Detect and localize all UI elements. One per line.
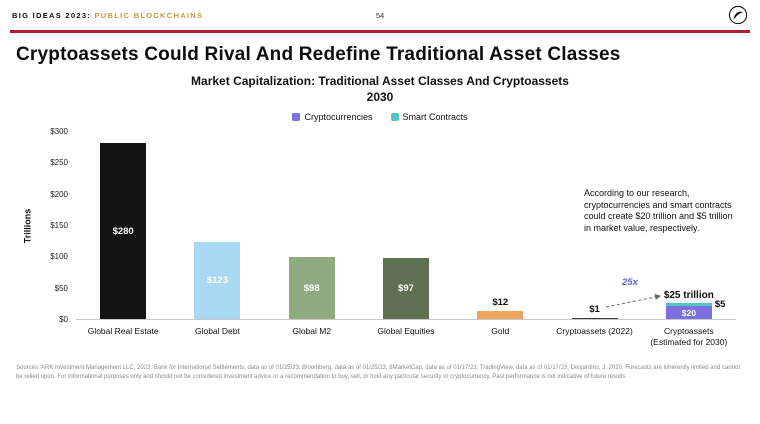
bar-value-label: $123 — [206, 274, 228, 286]
bar-global-real-estate: $280 — [100, 143, 147, 319]
bar-segment-smart-contracts — [665, 303, 712, 307]
y-tick-label: $200 — [50, 189, 68, 199]
bar-column: $1 — [547, 132, 641, 319]
header-divider — [10, 30, 750, 33]
bar-value-label: $12 — [492, 297, 509, 309]
y-axis-ticks: $0 $50 $100 $150 $200 $250 $300 — [34, 127, 76, 324]
bar-value-label: $20 — [681, 307, 696, 318]
plot-area: $280 $123 $98 $97 $12 $1 $25 trillion $20 $5 Acc… — [76, 132, 736, 320]
legend-swatch-icon — [390, 112, 399, 121]
legend-swatch-icon — [292, 112, 301, 121]
category-label: Global Real Estate — [87, 325, 159, 336]
bar-column: $280 — [76, 132, 170, 319]
bars-row: $280 $123 $98 $97 $12 $1 $25 trillion $20 $5 — [76, 132, 736, 319]
brand-right: PUBLIC BLOCKCHAINS — [94, 10, 204, 20]
y-tick-label: $50 — [54, 283, 68, 293]
growth-multiplier-label: 25x — [622, 276, 638, 288]
y-tick-label: $0 — [59, 314, 68, 324]
bar-gold — [477, 311, 524, 319]
y-tick-label: $150 — [50, 220, 68, 230]
y-tick-label: $300 — [50, 126, 68, 136]
bar-value-label: $1 — [589, 303, 600, 315]
ark-logo-icon — [728, 5, 748, 25]
slide-header: BIG IDEAS 2023: PUBLIC BLOCKCHAINS 54 — [0, 0, 760, 30]
category-label: Global Debt — [194, 325, 240, 336]
bar-value-label: $280 — [112, 225, 134, 237]
growth-arrow-icon — [605, 293, 661, 308]
brand: BIG IDEAS 2023: PUBLIC BLOCKCHAINS — [12, 11, 203, 20]
bar-column: $12 — [453, 132, 547, 319]
legend-item: Cryptocurrencies — [292, 111, 373, 122]
bar-column: $123 — [170, 132, 264, 319]
chart-title: Market Capitalization: Traditional Asset… — [191, 73, 569, 88]
chart-subtitle: 2030 — [366, 89, 394, 104]
bar-value-label: $97 — [398, 283, 414, 294]
y-axis-title-column: Trillions — [20, 132, 34, 320]
legend-label: Smart Contracts — [402, 111, 468, 122]
category-label: Cryptoassets (Estimated for 2030) — [650, 325, 728, 347]
category-label: Gold — [491, 325, 510, 336]
legend: Cryptocurrencies Smart Contracts — [20, 112, 740, 122]
sources-footnote: Sources: ARK Investment Management LLC, … — [16, 364, 740, 380]
bar-column: $98 — [265, 132, 359, 319]
bar-global-m2: $98 — [288, 257, 335, 319]
bar-total-label: $25 trillion — [663, 290, 714, 302]
category-label: Global Equities — [377, 325, 435, 336]
categories-row: Global Real Estate Global Debt Global M2 Gl… — [76, 326, 736, 348]
bar-side-label: $5 — [714, 298, 726, 310]
y-tick-label: $250 — [50, 158, 68, 168]
page-title: Cryptoassets Could Rival And Redefine Tr… — [16, 44, 621, 65]
page-number: 54 — [375, 10, 385, 20]
bar-cryptoassets-2022- — [571, 317, 618, 319]
bar-column: $25 trillion $20 $5 — [642, 132, 736, 319]
bar-column: $97 — [359, 132, 453, 319]
legend-label: Cryptocurrencies — [304, 111, 373, 122]
legend-item: Smart Contracts — [390, 111, 468, 122]
plot-row: Trillions $0 $50 $100 $150 $200 $250 $300 $280… — [20, 127, 740, 324]
category-label: Global M2 — [292, 325, 332, 336]
bar-segment-cryptocurrencies: $20 — [665, 306, 712, 319]
chart: Market Capitalization: Traditional Asset… — [20, 74, 740, 348]
y-axis-title: Trillions — [22, 208, 33, 244]
brand-left: BIG IDEAS 2023: — [12, 10, 92, 20]
bar-global-debt: $123 — [194, 241, 241, 319]
category-label: Cryptoassets (2022) — [556, 325, 633, 336]
bar-global-equities: $97 — [382, 258, 429, 319]
bar-value-label: $98 — [303, 282, 320, 294]
y-tick-label: $100 — [50, 252, 68, 262]
annotation-note: According to our research, cryptocurrenc… — [584, 187, 733, 233]
